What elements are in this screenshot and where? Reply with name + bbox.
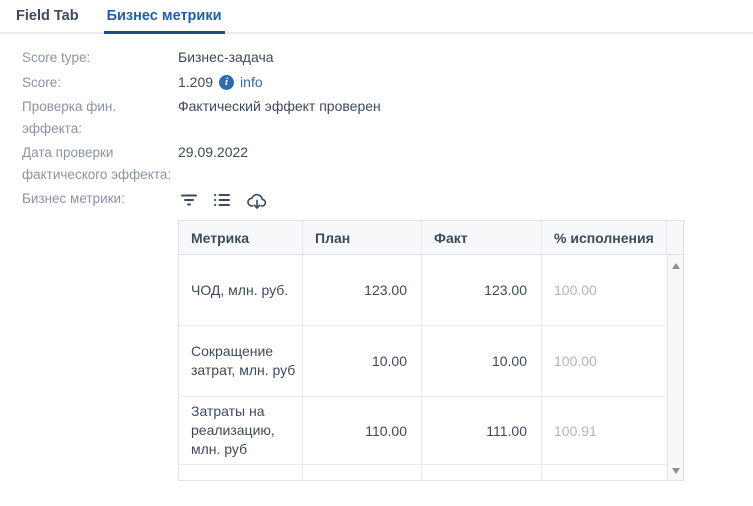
business-metrics-table: Метрика План Факт % исполнения ЧОД, млн.… [178, 220, 684, 481]
field-fin-effect-check-date: Дата проверки фактического эффекта: 29.0… [22, 142, 753, 185]
business-metrics-label: Бизнес метрики: [22, 191, 125, 206]
tab-panel-business-metrics: Score type: Бизнес-задача Score: 1.209 i… [0, 34, 753, 481]
scroll-up-icon[interactable] [671, 263, 680, 269]
column-header-percent: % исполнения [542, 221, 667, 254]
field-fin-effect-check: Проверка фин. эффекта: Фактический эффек… [22, 96, 753, 139]
fin-effect-check-date-value: 29.09.2022 [178, 144, 249, 160]
score-type-value: Бизнес-задача [178, 49, 274, 65]
info-icon[interactable]: i [219, 74, 235, 90]
header-filler [667, 221, 683, 254]
tab-business-metrics[interactable]: Бизнес метрики [103, 8, 225, 34]
cell-metric: Затраты на реализацию, млн. руб [179, 397, 303, 464]
scroll-down-icon[interactable] [671, 468, 680, 474]
score-info-link[interactable]: info [240, 73, 263, 90]
cell-empty [542, 465, 667, 480]
cell-empty [303, 465, 422, 480]
cell-percent: 100.91 [554, 422, 597, 439]
cell-empty [179, 465, 303, 480]
column-header-plan: План [303, 221, 422, 254]
cloud-download-icon[interactable] [246, 191, 268, 210]
table-row: Сокращение затрат, млн. руб 10.00 10.00 … [179, 326, 667, 397]
table-vertical-scrollbar[interactable] [667, 255, 683, 480]
metrics-toolbar [180, 189, 684, 211]
cell-fact: 123.00 [422, 255, 542, 325]
list-view-icon[interactable] [213, 192, 231, 208]
cell-metric: Сокращение затрат, млн. руб [179, 326, 303, 396]
score-type-label: Score type: [22, 50, 91, 65]
cell-plan: 110.00 [303, 397, 422, 464]
cell-fact: 111.00 [422, 397, 542, 464]
table-row: ЧОД, млн. руб. 123.00 123.00 100.00 [179, 255, 667, 326]
table-row-partial [179, 465, 667, 480]
tab-bar: Field Tab Бизнес метрики [0, 0, 753, 34]
tab-field-tab[interactable]: Field Tab [16, 8, 79, 24]
column-header-fact: Факт [422, 221, 542, 254]
cell-plan: 10.00 [303, 326, 422, 396]
cell-percent: 100.00 [554, 282, 597, 298]
field-business-metrics: Бизнес метрики: [22, 188, 753, 481]
field-score-type: Score type: Бизнес-задача [22, 47, 753, 69]
fin-effect-check-label: Проверка фин. эффекта: [22, 99, 117, 136]
fin-effect-check-date-label: Дата проверки фактического эффекта: [22, 145, 172, 182]
field-score: Score: 1.209 i info [22, 72, 753, 94]
filter-icon[interactable] [180, 192, 198, 208]
score-label: Score: [22, 74, 62, 90]
cell-metric: ЧОД, млн. руб. [179, 255, 303, 325]
column-header-metric: Метрика [179, 221, 303, 254]
table-row: Затраты на реализацию, млн. руб 110.00 1… [179, 397, 667, 465]
cell-fact: 10.00 [422, 326, 542, 396]
cell-empty [422, 465, 542, 480]
fin-effect-check-value: Фактический эффект проверен [178, 98, 381, 114]
score-value: 1.209 [178, 73, 214, 90]
cell-plan: 123.00 [303, 255, 422, 325]
cell-percent: 100.00 [554, 353, 597, 369]
table-header-row: Метрика План Факт % исполнения [179, 221, 683, 255]
